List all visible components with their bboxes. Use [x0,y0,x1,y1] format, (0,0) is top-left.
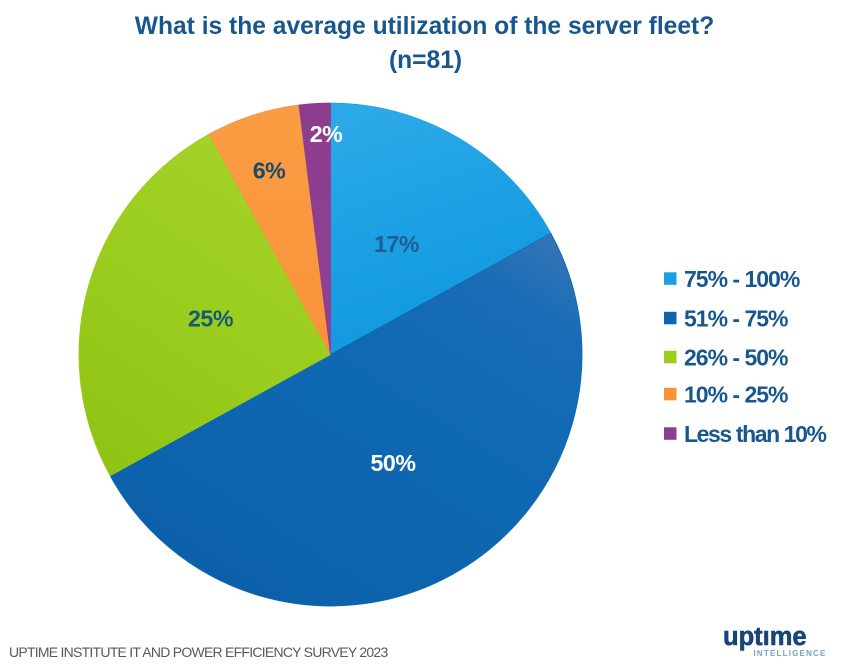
svg-text:2%: 2% [310,121,343,147]
svg-text:What is the average utilizatio: What is the average utilization of the s… [135,13,714,40]
svg-text:6%: 6% [253,158,286,184]
svg-text:uptıme: uptıme [723,623,807,651]
svg-text:(n=81): (n=81) [389,47,462,74]
svg-text:17%: 17% [374,231,419,257]
svg-text:75% - 100%: 75% - 100% [684,266,800,292]
svg-text:UPTIME INSTITUTE IT AND POWER: UPTIME INSTITUTE IT AND POWER EFFICIENCY… [9,644,388,660]
svg-text:10% - 25%: 10% - 25% [684,382,788,408]
svg-text:26% - 50%: 26% - 50% [684,345,788,371]
svg-text:51% - 75%: 51% - 75% [684,306,788,332]
svg-text:50%: 50% [371,450,416,476]
svg-text:Less than 10%: Less than 10% [684,421,827,447]
svg-text:25%: 25% [188,306,233,332]
svg-text:INTELLIGENCE: INTELLIGENCE [754,649,827,658]
